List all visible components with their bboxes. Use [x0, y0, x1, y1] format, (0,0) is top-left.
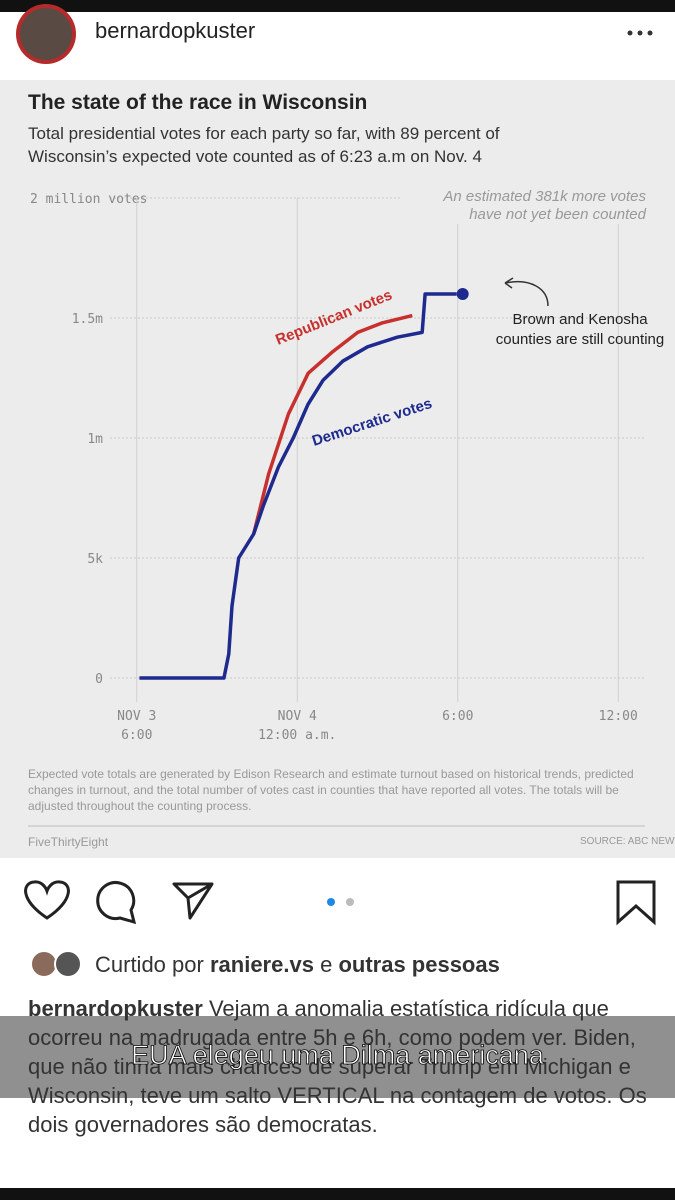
chart-subtitle: Total presidential votes for each party …: [28, 124, 500, 166]
series-line: [139, 292, 457, 680]
likes-others[interactable]: outras pessoas: [338, 952, 500, 977]
username[interactable]: bernardopkuster: [95, 18, 256, 43]
y-tick-label: 1m: [87, 432, 103, 447]
annotation: An estimated 381k more votes have not ye…: [400, 188, 646, 224]
y-tick-label: 5k: [87, 552, 103, 567]
comment-icon[interactable]: [96, 881, 137, 925]
carousel-dot-active: [327, 898, 335, 906]
avatar[interactable]: [20, 8, 72, 60]
liker-name[interactable]: raniere.vs: [209, 952, 314, 977]
liker-avatar[interactable]: [30, 950, 58, 978]
caption-username[interactable]: bernardopkuster: [28, 996, 203, 1021]
chart-title: The state of the race in Wisconsin: [28, 91, 368, 114]
y-tick-label: 0: [95, 672, 103, 687]
x-tick-label: NOV 4 12:00 a.m.: [258, 709, 337, 743]
chart-source: SOURCE: ABC NEW: [580, 836, 675, 847]
x-tick-label: NOV 3 6:00: [117, 709, 157, 743]
more-menu[interactable]: [627, 30, 653, 36]
end-dot: [456, 288, 469, 300]
annotation-arrow: [504, 277, 549, 307]
x-tick-label: 6:00: [442, 709, 474, 724]
save-icon[interactable]: [616, 880, 656, 926]
video-subtitle: EUA elegeu uma Dilma americana: [131, 1040, 545, 1071]
likes-joiner: e: [320, 952, 333, 977]
liker-avatar[interactable]: [54, 950, 82, 978]
caption-text: Vejam a anomalia estatística ridícula qu…: [28, 996, 647, 1137]
bottom-bar: [0, 1188, 675, 1200]
annotation: Brown and Kenosha counties are still cou…: [495, 311, 665, 348]
like-icon[interactable]: [24, 880, 70, 920]
subtitle-band: [0, 1016, 675, 1098]
chart-credit: FiveThirtyEight: [28, 835, 109, 849]
series-line: [251, 313, 413, 535]
chart-note: Expected vote totals are generated by Ed…: [28, 767, 634, 813]
y-tick-label: 2 million votes: [30, 192, 147, 207]
likes-prefix: Curtido por: [95, 952, 204, 977]
caption: bernardopkuster Vejam a anomalia estatís…: [28, 994, 653, 1139]
top-bar: [0, 0, 675, 12]
x-tick-label: 12:00: [598, 709, 638, 724]
carousel-dot: [346, 898, 354, 906]
share-icon[interactable]: [172, 882, 214, 920]
likes-line[interactable]: Curtido por raniere.vs e outras pessoas: [95, 952, 500, 978]
y-tick-label: 1.5m: [72, 312, 103, 327]
